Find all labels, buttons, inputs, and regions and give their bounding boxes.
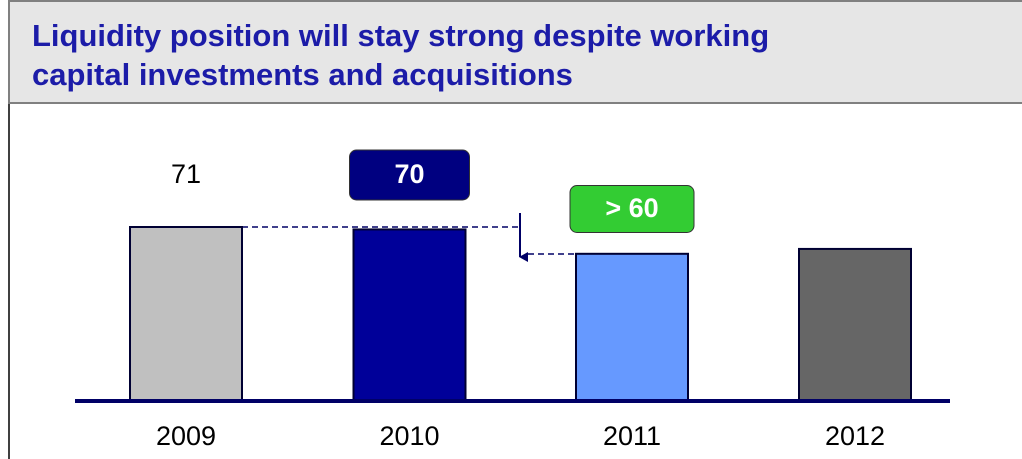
- title-bar: Liquidity position will stay strong desp…: [8, 0, 1022, 104]
- frame-line: [8, 104, 10, 459]
- data-label: > 60: [605, 193, 658, 223]
- label-box: [569, 185, 695, 233]
- data-label: 71: [171, 159, 201, 189]
- x-tick-label: 2012: [825, 421, 885, 451]
- x-tick-label: 2011: [603, 421, 661, 451]
- x-tick-label: 2009: [156, 421, 216, 451]
- label-box: [349, 149, 470, 201]
- bar: [575, 252, 689, 401]
- bar: [129, 226, 243, 401]
- chart-title: Liquidity position will stay strong desp…: [32, 18, 770, 92]
- data-label: 70: [394, 159, 424, 189]
- x-tick-label: 2010: [379, 421, 439, 451]
- bar: [352, 228, 467, 401]
- bar: [798, 247, 912, 401]
